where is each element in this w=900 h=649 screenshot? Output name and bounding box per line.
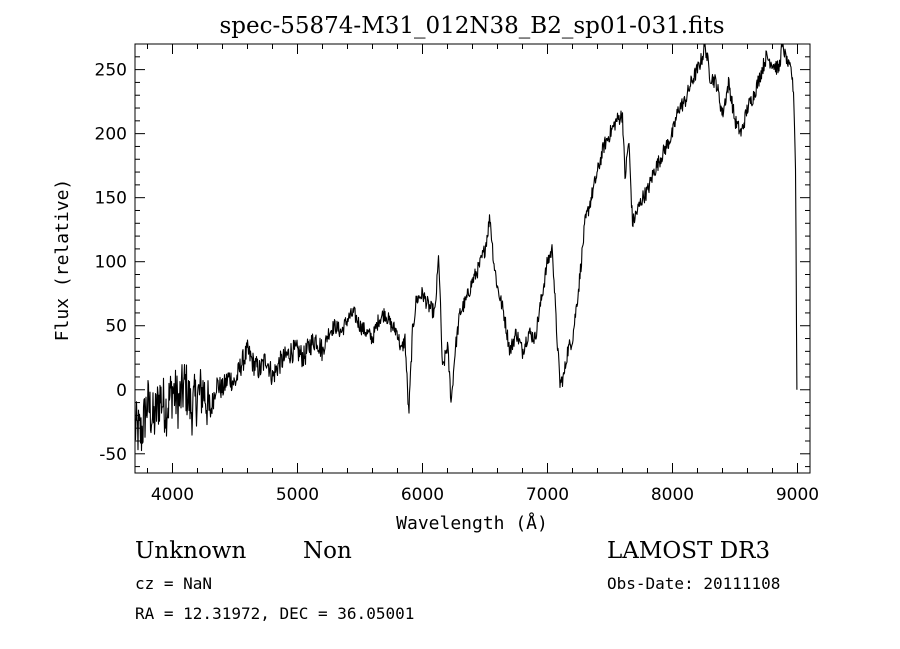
survey-name: LAMOST DR3 [607,538,771,564]
y-tick-label: 100 [95,253,127,273]
spectrum-line [134,43,798,452]
x-tick-label: 7000 [526,485,569,505]
y-tick-label: -50 [99,445,127,465]
x-tick-label: 5000 [276,485,319,505]
y-tick-label: 0 [116,381,127,401]
y-axis-label: Flux (relative) [52,179,73,342]
x-tick-label: 6000 [401,485,444,505]
x-axis-label: Wavelength (Å) [396,512,548,534]
object-subclass: Non [303,538,352,564]
y-tick-label: 50 [105,317,127,337]
x-tick-label: 4000 [151,485,194,505]
chart-title: spec-55874-M31_012N38_B2_sp01-031.fits [219,13,724,39]
redshift-cz: cz = NaN [135,574,213,593]
y-tick-label: 200 [95,125,127,145]
plot-frame [134,43,811,474]
x-tick-label: 9000 [776,485,819,505]
x-tick-label: 8000 [651,485,694,505]
axis-ticks [135,43,810,473]
ra-dec-coordinates: RA = 12.31972, DEC = 36.05001 [135,604,415,623]
observation-date: Obs-Date: 20111108 [607,574,781,593]
axis-tick-labels: 4000 5000 6000 7000 8000 9000 -50 0 50 100 150 200 2… [95,61,820,505]
plot-border [134,43,811,474]
y-tick-label: 150 [95,189,127,209]
y-tick-label: 250 [95,61,127,81]
object-class: Unknown [135,538,247,564]
